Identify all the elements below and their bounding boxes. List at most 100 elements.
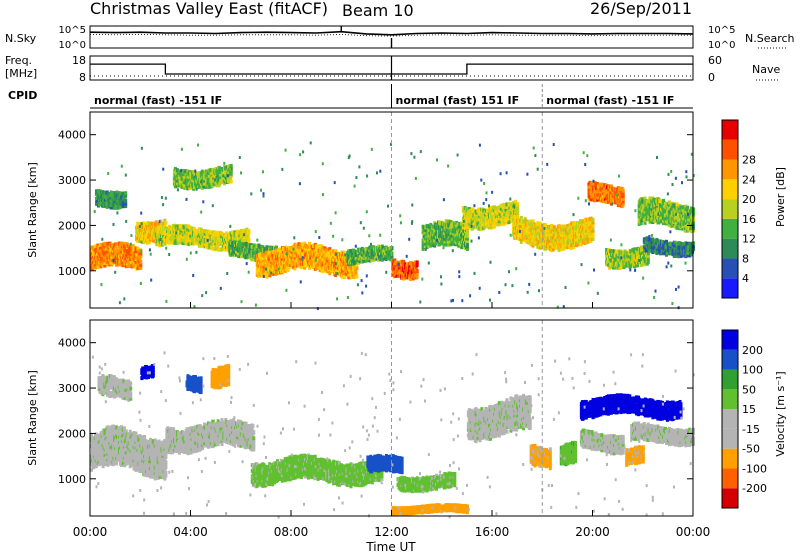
data-cell [164,226,167,231]
data-cell [351,256,355,261]
data-cell [410,270,414,275]
data-cell [111,253,115,258]
data-cell [220,172,224,177]
data-cell [551,247,555,252]
data-cell [109,190,113,195]
data-cell [90,263,93,268]
noise-tick-top-right: 10^5 [708,25,735,36]
data-cell [139,251,143,256]
data-cell [616,197,620,202]
data-cell [195,228,198,233]
data-cell [246,234,250,239]
data-cell [614,200,618,205]
data-cell [424,228,428,232]
data-cell [328,247,332,252]
data-cell [572,221,576,226]
data-cell [477,207,481,212]
data-cell [592,184,596,189]
data-cell [536,239,540,244]
data-cell [514,233,517,238]
data-cell [500,203,504,208]
data-cell [647,209,651,214]
data-cell [267,264,271,269]
data-cell [214,231,218,236]
data-cell [219,242,223,247]
data-cell [198,184,201,189]
data-cell [406,262,409,267]
data-cell [119,204,123,209]
data-cell [549,237,553,242]
data-cell [543,228,547,233]
data-cell [646,259,650,264]
data-cell [516,221,519,226]
data-cell [207,184,211,189]
data-cell [505,207,509,212]
data-cell [96,264,100,269]
data-cell [276,259,280,264]
data-cell [640,218,644,223]
data-cell [244,229,248,234]
data-cell [604,196,608,201]
data-cell [229,174,233,179]
data-cell [409,261,413,266]
data-cell [244,255,248,260]
data-cell [526,240,530,245]
data-cell [214,236,218,241]
data-cell [636,249,640,254]
data-cell [206,178,210,183]
data-cell [498,212,502,216]
data-cell [586,239,590,244]
data-cell [221,177,225,182]
data-cell [335,268,339,272]
data-cell [550,224,554,229]
data-cell [576,231,579,236]
data-cell [465,247,469,251]
data-cell [154,223,158,228]
data-cell [274,266,278,271]
data-cell [491,211,495,215]
data-cell [548,244,552,249]
data-cell [261,256,265,261]
data-cell [490,205,493,210]
data-cell [191,238,195,243]
data-cell [229,245,233,249]
data-cell [512,201,516,205]
data-cell [203,241,207,246]
data-cell [207,229,211,234]
data-cell [519,229,523,234]
data-cell [653,203,657,208]
data-cell [115,262,119,267]
data-cell [561,232,565,237]
data-cell [152,224,156,229]
data-cell [118,262,121,267]
data-cell [341,271,345,276]
data-cell [455,220,459,225]
data-cell [136,235,140,240]
data-cell [274,272,278,276]
data-cell [237,240,241,245]
data-cell [255,267,259,272]
data-cell [163,218,167,223]
data-cell [577,240,580,245]
freq-series [90,56,693,80]
data-cell [129,259,133,264]
data-cell [499,222,503,227]
data-cell [652,205,656,210]
data-cell [318,244,322,248]
data-cell [150,221,154,226]
data-cell [613,192,617,197]
data-cell [136,230,140,235]
data-cell [465,239,469,244]
data-cell [611,252,615,256]
data-cell [297,242,301,247]
data-cell [591,231,595,236]
data-cell [124,198,128,203]
data-cell [263,263,267,267]
data-cell [513,214,517,219]
data-cell [237,243,240,248]
data-cell [145,237,149,242]
data-cell [139,254,143,259]
data-cell [124,204,128,209]
data-cell [500,219,504,224]
data-cell [377,257,381,262]
